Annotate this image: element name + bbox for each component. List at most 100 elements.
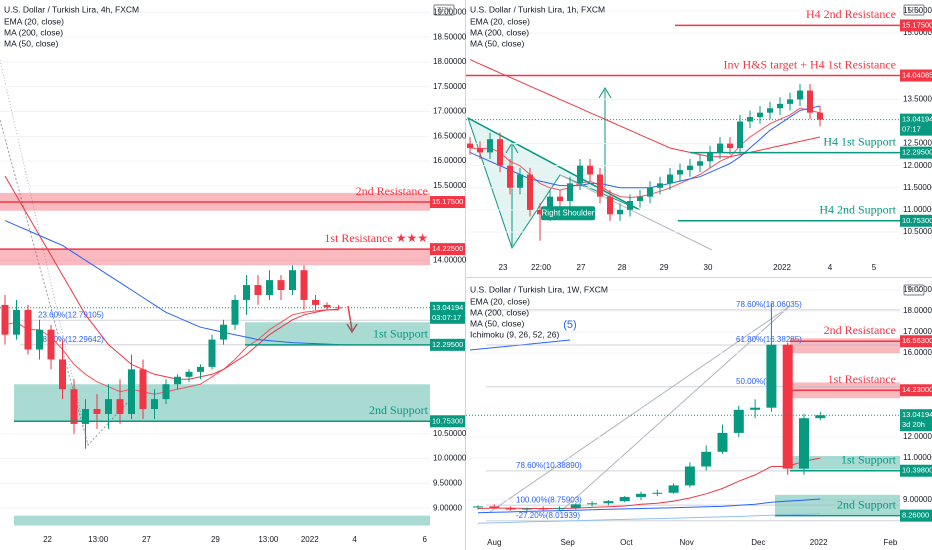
- x-tick-label: Aug: [487, 538, 501, 547]
- candle-body: [777, 103, 783, 109]
- candle-body: [647, 187, 653, 197]
- candle-body: [668, 485, 679, 493]
- candle-body: [697, 161, 703, 166]
- y-tick-label: 15.50000: [903, 6, 932, 15]
- last-price-label: 13.04194: [432, 303, 463, 312]
- candle-body: [289, 270, 296, 291]
- x-tick-label: 22:00: [531, 263, 552, 272]
- candle-body: [473, 506, 483, 508]
- price-tag-label: 12.29500: [902, 148, 932, 157]
- chart-title: U.S. Dollar / Turkish Lira, 1W, FXCM: [470, 284, 608, 294]
- candle-body: [497, 139, 503, 166]
- zone: [245, 322, 430, 345]
- candle-body: [231, 299, 239, 325]
- price-tag: [900, 214, 932, 227]
- candle-body: [701, 451, 712, 467]
- price-tag-label: 12.29500: [432, 340, 463, 349]
- candle-body: [577, 165, 583, 184]
- candle-body: [243, 285, 250, 300]
- candle-body: [587, 503, 598, 505]
- last-price-tag: [430, 301, 465, 324]
- price-tag: [430, 243, 465, 256]
- level-name: H4 2nd Support: [819, 203, 896, 217]
- price-tag-label: 16.56300: [902, 336, 932, 345]
- candle-body: [766, 344, 777, 408]
- candle-body: [684, 466, 695, 486]
- legend-entry: Ichimoku (9, 26, 52, 26): [470, 329, 559, 339]
- level-name: H4 1st Support: [823, 134, 896, 148]
- candle-body: [254, 285, 262, 295]
- y-tick-label: 10.00000: [433, 454, 467, 463]
- y-tick-label: 9.00000: [903, 495, 932, 504]
- candle-body: [636, 493, 646, 497]
- candle-body: [185, 371, 193, 377]
- x-tick-label: 4: [828, 263, 833, 272]
- candle-body: [162, 384, 170, 400]
- candle-body: [537, 209, 543, 215]
- candle-body: [603, 501, 614, 504]
- candle-body: [538, 508, 549, 510]
- candle-body: [59, 359, 66, 390]
- annotation-box: [541, 206, 595, 221]
- candle-body: [139, 369, 147, 410]
- y-tick-label: 19.00000: [433, 8, 467, 17]
- y-tick-label: 16.00000: [903, 348, 932, 357]
- candle-body: [807, 90, 813, 113]
- x-tick-label: Oct: [620, 538, 633, 547]
- candle-body: [335, 307, 342, 309]
- candle-body: [300, 270, 308, 300]
- y-tick-label: 19.00000: [903, 285, 932, 294]
- y-tick-label: 13.50000: [903, 95, 932, 104]
- x-tick-label: 29: [660, 263, 669, 272]
- candle-body: [733, 409, 744, 433]
- x-tick-label: 29: [211, 535, 220, 544]
- last-price-tag: [900, 409, 932, 432]
- candle-body: [477, 148, 483, 153]
- candle-body: [797, 90, 803, 100]
- countdown: 03:07:17: [432, 313, 461, 322]
- fib-label: 78.60%(10.38890): [516, 461, 582, 470]
- x-tick-label: 13:00: [88, 535, 109, 544]
- currency: TRY: [437, 7, 451, 14]
- price-tag: [430, 196, 465, 209]
- candle-body: [817, 112, 823, 120]
- price-tag: [900, 146, 932, 159]
- price-tag-label: 10.39800: [902, 466, 932, 475]
- x-tick-label: 30: [704, 263, 713, 272]
- price-tag-label: 10.75300: [432, 416, 463, 425]
- currency: TRY: [907, 7, 921, 14]
- candle-body: [116, 399, 124, 414]
- currency-box: [903, 4, 925, 16]
- arrow: [598, 87, 612, 190]
- candle-body: [557, 196, 563, 202]
- level-name: 1st Resistance: [828, 372, 896, 386]
- indicator-line: [477, 513, 821, 524]
- y-tick-label: 12.00000: [903, 432, 932, 441]
- level-name: 2nd Resistance: [824, 323, 896, 337]
- x-tick-label: 28: [618, 263, 627, 272]
- candle-body: [197, 366, 204, 372]
- candle-body: [652, 492, 663, 494]
- candle-body: [266, 280, 273, 295]
- price-tag: [900, 384, 932, 397]
- indicator-line: [4, 308, 339, 395]
- y-tick-label: 16.50000: [433, 131, 467, 140]
- zone: [0, 249, 430, 266]
- x-tick-label: Dec: [751, 538, 765, 547]
- candle-body: [799, 418, 809, 469]
- y-tick-label: 18.50000: [433, 32, 467, 41]
- level-name: Inv H&S target + H4 1st Resistance: [723, 57, 896, 71]
- x-tick-label: 27: [142, 535, 151, 544]
- zone: [790, 455, 900, 470]
- last-price-label: 13.04194: [902, 410, 932, 419]
- candle-body: [567, 183, 573, 202]
- y-tick-label: 17.00000: [433, 107, 467, 116]
- candle-body: [323, 304, 331, 308]
- candle-body: [727, 143, 733, 149]
- legend-entry: EMA (20, close): [4, 16, 64, 26]
- candle-body: [24, 309, 32, 350]
- x-tick-label: 5: [872, 263, 877, 272]
- fib-label: 78.60%(18.06035): [736, 300, 802, 309]
- y-tick-label: 10.50000: [903, 227, 932, 236]
- indicator-line: [477, 457, 821, 509]
